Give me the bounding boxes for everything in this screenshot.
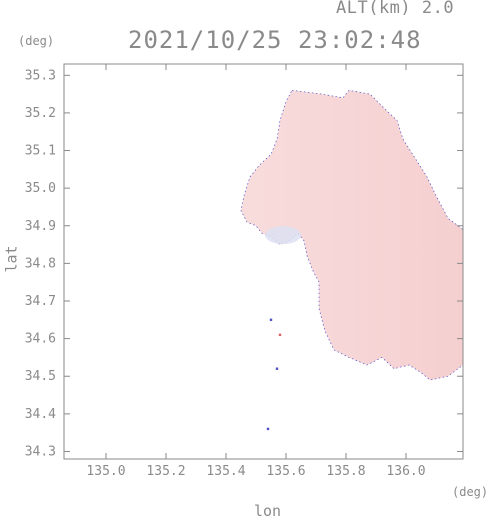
y-tick-label: 35.3 (25, 68, 56, 83)
y-tick-label: 34.8 (25, 256, 56, 271)
x-tick-label: 135.8 (326, 464, 365, 479)
y-tick-label: 34.9 (25, 219, 56, 234)
altitude-label: ALT(km) 2.0 (336, 0, 455, 18)
x-tick-label: 135.6 (266, 464, 305, 479)
data-region (240, 89, 463, 381)
x-tick-label: 135.4 (206, 464, 245, 479)
data-speck (269, 318, 273, 322)
y-tick-label: 35.1 (25, 144, 56, 159)
x-axis-label: lon (254, 502, 282, 520)
y-tick-label: 34.5 (25, 369, 56, 384)
y-tick-label: 34.7 (25, 294, 56, 309)
data-speck (266, 427, 270, 431)
data-speck (275, 367, 279, 370)
y-tick-label: 34.4 (25, 407, 56, 422)
axes-frame: 135.0 135.2 135.4 135.6 135.8 136.0 34.3 34.4 34… (25, 63, 464, 479)
x-tick-label: 136.0 (386, 464, 425, 479)
y-tick-label: 34.3 (25, 444, 56, 459)
data-field-layer (240, 89, 463, 431)
y-tick-label: 35.2 (25, 106, 56, 121)
y-tick-label: 35.0 (25, 181, 56, 196)
x-axis-unit: (deg) (452, 485, 489, 499)
x-tick-label: 135.2 (146, 464, 185, 479)
y-axis-unit: (deg) (18, 34, 55, 48)
x-tick-label: 135.0 (86, 464, 125, 479)
data-speck (278, 333, 282, 337)
plot-frame (63, 63, 464, 460)
y-tick-label: 34.6 (25, 332, 56, 347)
low-value-patch (265, 226, 301, 245)
timestamp-title: 2021/10/25 23:02:48 (128, 26, 422, 54)
